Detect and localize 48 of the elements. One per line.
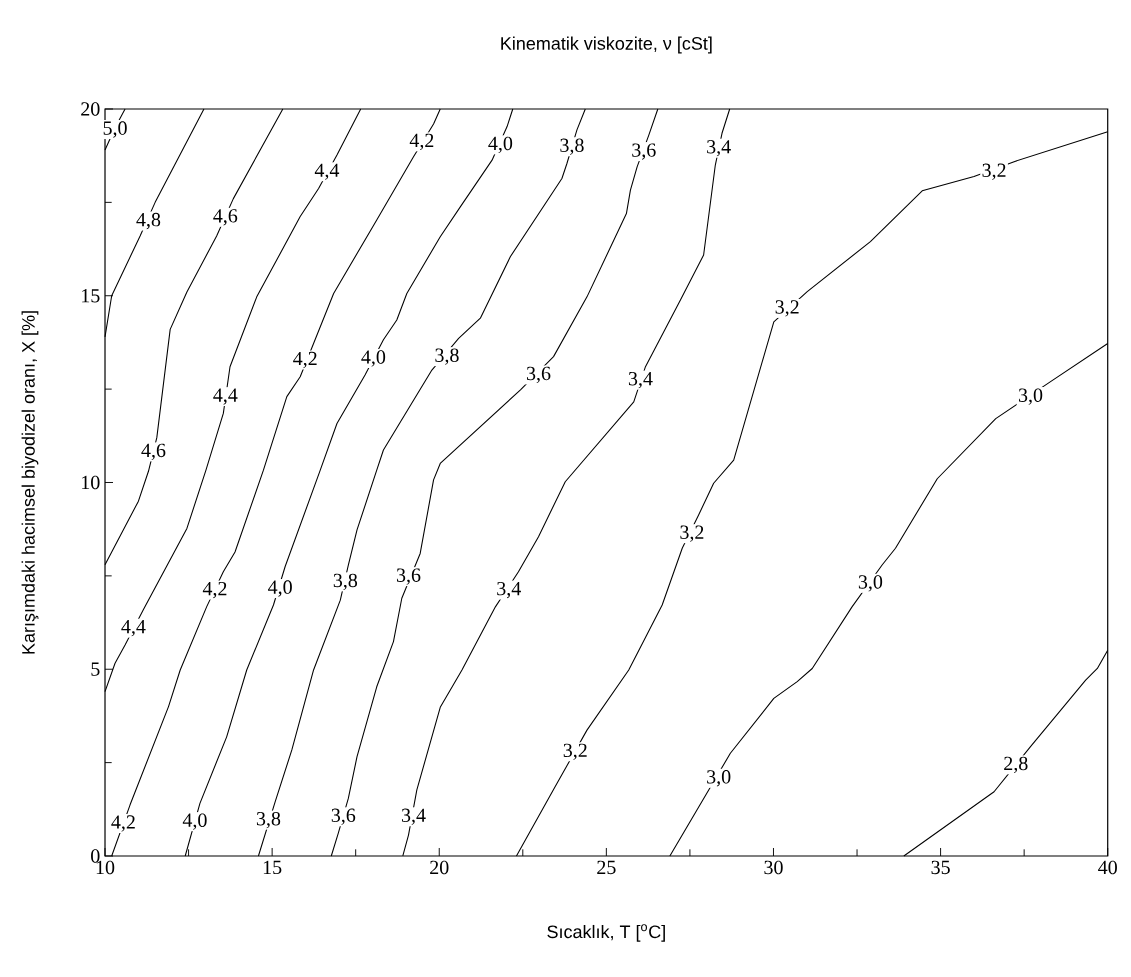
annotation: 3,8 [560, 138, 584, 155]
x-tick-label: 35 [931, 860, 950, 875]
x-axis-title: Sıcaklık, T [$^{o}$C] [547, 924, 665, 942]
annotation: 4,8 [136, 212, 161, 230]
annotation: 3,8 [256, 811, 281, 829]
x-tick-label: 40 [1098, 860, 1117, 875]
annotation: 4,2 [111, 815, 135, 832]
annotation: 3,4 [497, 581, 521, 599]
annotation: 3,4 [707, 140, 731, 157]
annotation: 3,8 [333, 573, 358, 591]
y-tick-label: 10 [82, 475, 100, 490]
annotation: 4,0 [488, 136, 513, 154]
annotation: 4,4 [121, 620, 146, 637]
annotation: 3,6 [331, 808, 356, 825]
annotation: 4,2 [202, 581, 227, 599]
x-tick-label: 30 [764, 860, 783, 875]
y-tick-label: 5 [91, 662, 100, 676]
annotation: 4,2 [409, 133, 434, 151]
y-tick-label: 15 [82, 289, 100, 303]
chart-title: Kinematik viskozite, ν [cSt] [501, 36, 712, 54]
annotation: 3,8 [435, 348, 459, 365]
annotation: 3,0 [1018, 388, 1043, 405]
annotation: 4,4 [213, 388, 238, 405]
annotation: 3,6 [526, 366, 551, 384]
annotation: 3,2 [680, 525, 704, 542]
y-axis-title: Karışımdaki hacimsel biyodizel oranı, X [%] [21, 311, 39, 654]
annotation: 3,2 [982, 163, 1006, 180]
annotation: 3,0 [858, 575, 883, 592]
annotation: 4,2 [293, 351, 317, 369]
x-tick-label: 15 [263, 860, 282, 875]
annotation: 4,0 [268, 580, 292, 597]
annotation: 3,6 [632, 143, 656, 160]
x-tick-label: 25 [597, 860, 616, 875]
annotation: 2,8 [1004, 756, 1028, 774]
annotation: 3,6 [396, 568, 421, 585]
annotation: 3,4 [401, 808, 426, 825]
annotation: 4,0 [361, 350, 386, 367]
x-tick-label: 20 [430, 860, 449, 875]
annotation: 4,4 [314, 163, 340, 180]
annotation: 3,0 [707, 770, 731, 787]
y-tick-label: 20 [81, 102, 100, 116]
annotation: 3,2 [775, 300, 799, 317]
annotation: 4,0 [182, 813, 207, 830]
annotation: 4,6 [141, 443, 166, 461]
annotation: 3,4 [628, 371, 653, 389]
annotation: 3,2 [563, 743, 587, 760]
annotation: 5,0 [103, 121, 127, 138]
annotation: 4,6 [213, 209, 238, 226]
